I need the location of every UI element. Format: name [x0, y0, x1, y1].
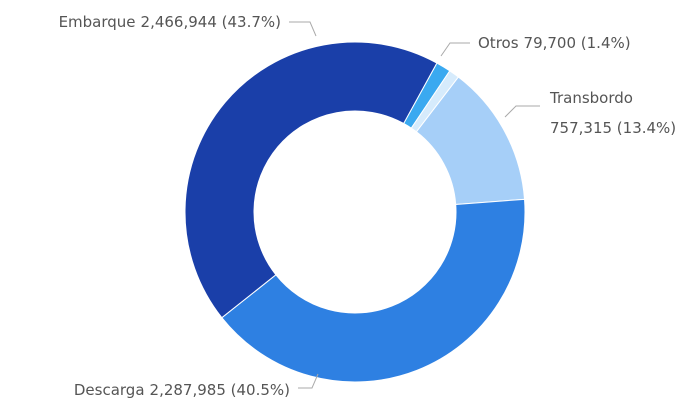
- slice-label: Otros 79,700 (1.4%): [478, 34, 631, 52]
- leader-line: [298, 373, 319, 389]
- leader-line: [504, 105, 540, 118]
- slice-value: 2,287,985 (40.5%): [150, 381, 290, 399]
- leader-line: [289, 21, 317, 37]
- slice-category: Embarque: [59, 13, 136, 31]
- leader-line: [440, 42, 470, 57]
- donut-slice: [184, 41, 438, 319]
- slice-value: 757,315 (13.4%): [550, 119, 676, 137]
- slice-category: Otros: [478, 34, 519, 52]
- slice-value: 79,700 (1.4%): [524, 34, 631, 52]
- slice-category: Descarga: [74, 381, 145, 399]
- slice-label: Transbordo 757,315 (13.4%): [549, 89, 676, 137]
- slice-label: Embarque 2,466,944 (43.7%): [59, 13, 281, 31]
- donut-slice: [221, 198, 526, 383]
- slice-label: Descarga 2,287,985 (40.5%): [74, 381, 290, 399]
- slice-value: 2,466,944 (43.7%): [141, 13, 281, 31]
- slice-category: Transbordo: [549, 89, 633, 107]
